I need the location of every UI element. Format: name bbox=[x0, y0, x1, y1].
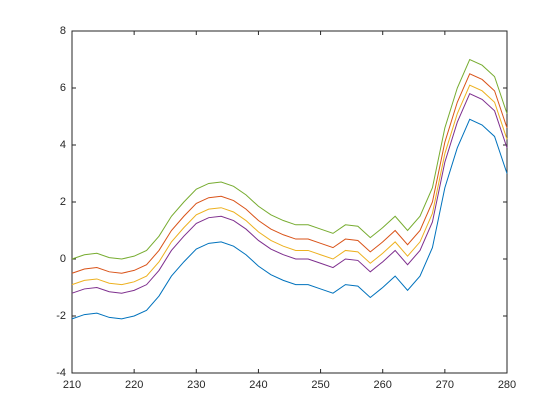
x-tick-label: 220 bbox=[125, 379, 143, 391]
line-series bbox=[71, 73, 508, 274]
line-series bbox=[71, 118, 508, 320]
y-tick-label: -4 bbox=[56, 367, 66, 379]
x-tick-label: 280 bbox=[498, 379, 516, 391]
x-tick-label: 240 bbox=[249, 379, 267, 391]
line-series bbox=[71, 93, 508, 294]
line-series bbox=[71, 84, 508, 286]
y-tick-label: 2 bbox=[60, 196, 66, 208]
x-tick-label: 260 bbox=[374, 379, 392, 391]
y-tick-label: 8 bbox=[60, 25, 66, 37]
x-tick-label: 230 bbox=[187, 379, 205, 391]
y-tick-label: 0 bbox=[60, 253, 66, 265]
x-tick-label: 250 bbox=[311, 379, 329, 391]
line-series bbox=[71, 58, 508, 260]
x-tick-label: 210 bbox=[63, 379, 81, 391]
y-tick-label: 4 bbox=[60, 139, 66, 151]
x-tick-label: 270 bbox=[436, 379, 454, 391]
y-tick-label: 6 bbox=[60, 82, 66, 94]
y-tick-label: -2 bbox=[56, 310, 66, 322]
